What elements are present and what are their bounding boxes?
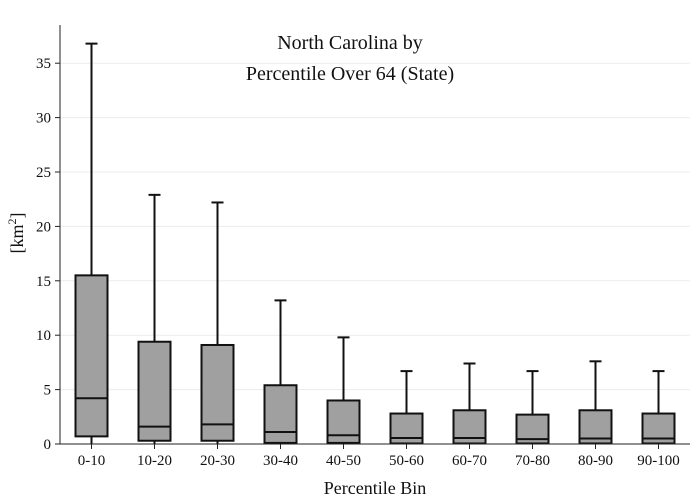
x-tick-label: 70-80 — [515, 453, 550, 469]
box-40-50 — [326, 336, 361, 444]
chart-title-line-2: Percentile Over 64 (State) — [246, 63, 454, 85]
y-tick-label: 35 — [36, 56, 51, 72]
box-iqr — [263, 384, 298, 444]
x-tick-label: 20-30 — [200, 453, 235, 469]
x-tick-label: 60-70 — [452, 453, 487, 469]
y-tick-label: 5 — [44, 383, 52, 399]
y-ticks: 0 5 10 15 20 25 30 35 — [36, 56, 60, 453]
box-0-10 — [74, 42, 109, 444]
boxes — [74, 42, 676, 445]
x-tick-label: 0-10 — [78, 453, 106, 469]
box-iqr — [137, 340, 172, 442]
x-ticks: 0-10 10-20 20-30 30-40 40-50 50-60 60-70 70-80 8… — [78, 444, 680, 469]
y-tick-label: 0 — [44, 437, 52, 453]
box-90-100 — [641, 370, 676, 445]
axes — [59, 25, 690, 445]
chart-title-line-1: North Carolina by — [277, 32, 423, 54]
box-iqr — [326, 399, 361, 444]
box-30-40 — [263, 299, 298, 444]
box-80-90 — [578, 360, 613, 445]
y-axis-label: [km2] — [5, 213, 27, 254]
x-tick-label: 80-90 — [578, 453, 613, 469]
x-tick-label: 40-50 — [326, 453, 361, 469]
y-axis-label-close: ] — [7, 213, 27, 219]
x-tick-label: 90-100 — [637, 453, 680, 469]
x-tick-label: 10-20 — [137, 453, 172, 469]
x-tick-label: 50-60 — [389, 453, 424, 469]
y-axis-label-main: [km — [7, 225, 27, 254]
box-60-70 — [452, 362, 487, 445]
box-iqr — [200, 343, 235, 442]
x-axis-label: Percentile Bin — [324, 478, 426, 498]
box-10-20 — [137, 193, 172, 444]
y-tick-label: 10 — [36, 328, 51, 344]
y-tick-label: 15 — [36, 274, 51, 290]
y-tick-label: 20 — [36, 219, 51, 235]
y-tick-label: 25 — [36, 165, 51, 181]
box-20-30 — [200, 201, 235, 444]
box-50-60 — [389, 370, 424, 445]
y-axis-label-sup: 2 — [5, 219, 19, 225]
box-70-80 — [515, 370, 550, 445]
y-tick-label: 30 — [36, 111, 51, 127]
x-tick-label: 30-40 — [263, 453, 298, 469]
grid-lines — [60, 62, 690, 391]
box-iqr — [74, 274, 109, 438]
